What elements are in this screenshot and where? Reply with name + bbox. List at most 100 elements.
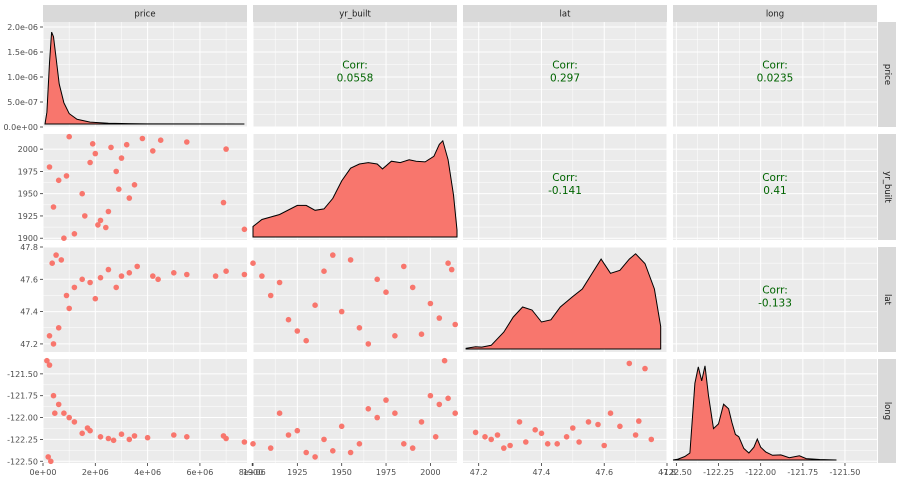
scatter-point [71, 231, 78, 237]
strip-top-price [43, 5, 247, 22]
x-tick-label-lat: 47.2 [470, 468, 488, 477]
scatter-point [79, 430, 85, 437]
scatter-point [139, 135, 146, 142]
scatter-point [44, 357, 50, 364]
x-tick-label-long: -122.50 [661, 468, 692, 477]
scatter-point [436, 315, 443, 321]
scatter-point [472, 429, 479, 436]
corr-label: Corr: [762, 172, 788, 184]
strip-right-price [878, 22, 896, 127]
scatter-point [648, 436, 655, 443]
y-tick-label-yr_built: 1925 [18, 212, 38, 221]
scatter-point [48, 458, 54, 465]
x-tick-label-lat: 47.4 [533, 468, 551, 477]
corr-label: Corr: [762, 285, 788, 297]
y-tick-label-lat: 47.8 [20, 243, 38, 252]
y-tick-label-price: 2.0e-06 [7, 23, 38, 32]
y-tick-label-long: -122.00 [7, 414, 38, 423]
scatter-point [46, 333, 53, 339]
scatter-point [63, 173, 70, 179]
scatter-point [61, 235, 67, 241]
x-tick-label-price: 0e+00 [30, 468, 57, 477]
scatter-point [97, 217, 104, 224]
strip-label-top-yr_built: yr_built [339, 10, 371, 20]
scatter-point [87, 159, 93, 166]
y-tick-label-long: -121.75 [7, 392, 38, 401]
scatter-point [53, 252, 59, 258]
scatter-point [126, 436, 133, 443]
scatter-point [250, 441, 256, 447]
scatter-point [383, 289, 389, 296]
scatter-point [212, 273, 219, 279]
scatter-point [55, 325, 62, 331]
corr-label: Corr: [762, 60, 788, 72]
strip-label-right-long: long [882, 402, 892, 420]
panel-price-price [42, 22, 247, 128]
scatter-point [285, 316, 292, 323]
x-tick-label-lat: 47.8 [658, 468, 676, 477]
scatter-point [49, 260, 55, 267]
y-tick-label-price: 1.0e-06 [7, 73, 38, 82]
scatter-point [347, 257, 354, 263]
scatter-point [383, 397, 389, 403]
scatter-point [123, 141, 130, 148]
scatter-point [105, 266, 112, 273]
scatter-point [58, 257, 65, 263]
scatter-point [71, 284, 78, 291]
scatter-point [626, 360, 633, 367]
scatter-point [365, 341, 372, 347]
scatter-point [66, 305, 72, 312]
scatter-point [89, 141, 96, 147]
scatter-point [436, 401, 443, 408]
panel-lat-lat [463, 246, 668, 352]
panel-bg [673, 134, 877, 240]
scatter-point [52, 410, 58, 417]
scatter-point [452, 321, 459, 328]
panel-lat-long: Corr:-0.133 [673, 246, 877, 352]
scatter-point [97, 434, 104, 440]
scatter-point [338, 308, 345, 315]
y-tick-label-yr_built: 2000 [18, 145, 38, 154]
scatter-point [126, 270, 133, 276]
scatter-point [118, 155, 125, 161]
scatter-point [445, 260, 451, 267]
panel-long-yr_built [250, 357, 459, 463]
scatter-point [92, 150, 99, 157]
corr-value: -0.141 [548, 185, 582, 197]
scatter-point [84, 425, 91, 431]
strip-top-long [673, 5, 877, 22]
corr-value: 0.0235 [757, 73, 794, 85]
scatter-point [223, 146, 229, 152]
scatter-point [338, 423, 345, 430]
scatter-point [356, 441, 363, 447]
scatter-point [171, 270, 177, 276]
y-tick-label-price: 0.0e+00 [3, 123, 38, 132]
corr-label: Corr: [342, 60, 368, 72]
scatter-point [46, 164, 53, 170]
scatter-point [63, 292, 70, 299]
strip-top-yr_built [253, 5, 457, 22]
scatter-point [55, 177, 62, 184]
density-yr_built [252, 139, 458, 238]
scatter-point [312, 302, 318, 309]
strip-label-top-lat: lat [560, 10, 572, 20]
scatter-point [285, 432, 292, 438]
scatter-point [250, 260, 256, 267]
strip-label-right-yr_built: yr_built [882, 171, 892, 203]
scatter-point [66, 133, 72, 140]
scatter-point [507, 442, 513, 449]
x-tick-label-long: -122.25 [703, 468, 734, 477]
strip-label-top-price: price [134, 10, 155, 20]
scatter-point [131, 433, 138, 439]
x-tick-label-yr_built: 1900 [243, 468, 263, 477]
panel-yr_built-yr_built [252, 134, 458, 240]
scatter-point [267, 292, 274, 299]
strip-right-long [878, 359, 896, 463]
y-tick-label-lat: 47.6 [20, 275, 38, 284]
scatter-point [220, 433, 227, 439]
y-tick-label-yr_built: 1900 [18, 234, 38, 243]
scatter-point [103, 224, 109, 231]
x-tick-label-long: -121.50 [830, 468, 861, 477]
scatter-point [116, 186, 122, 192]
